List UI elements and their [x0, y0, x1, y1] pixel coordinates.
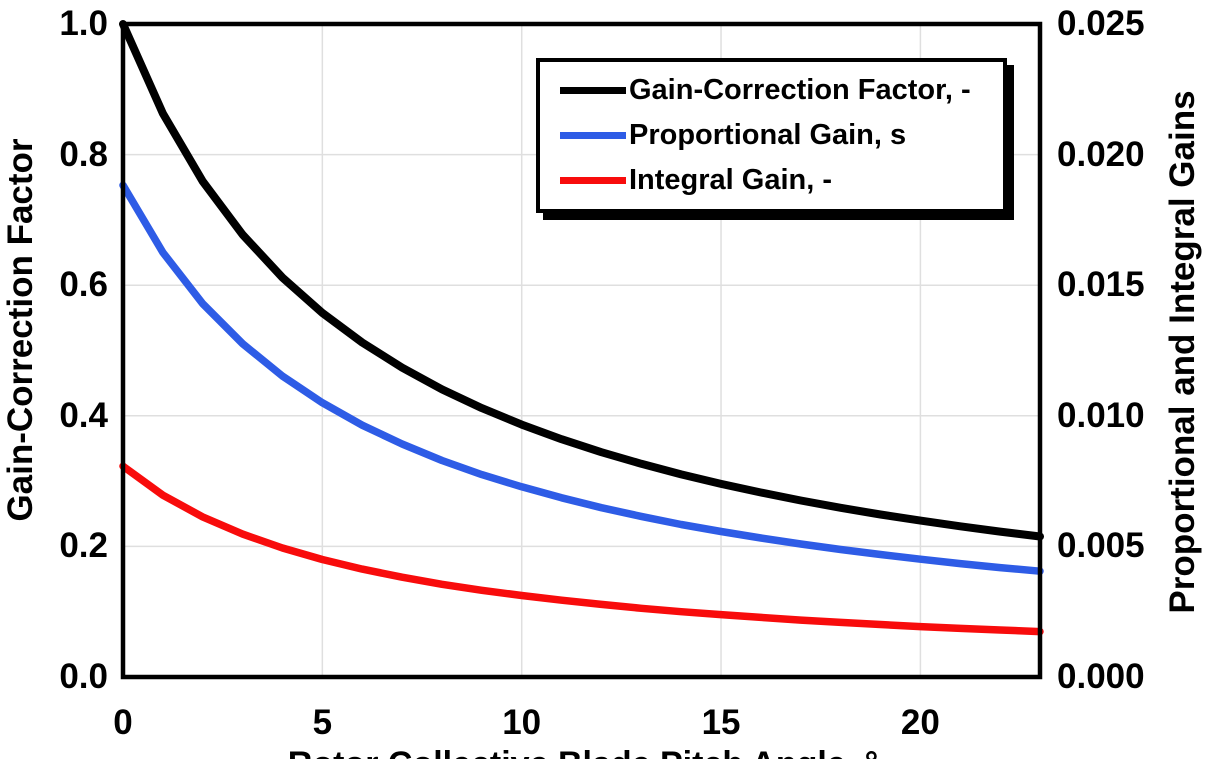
tick-label: 0.2	[59, 526, 108, 566]
tick-label: 0.005	[1057, 526, 1145, 566]
tick-label: 0.025	[1057, 4, 1145, 43]
legend-entry: Integral Gain, -	[560, 164, 997, 197]
legend-line-sample-red	[560, 177, 626, 184]
legend-label: Proportional Gain, s	[629, 119, 907, 151]
plot-frame	[120, 21, 1043, 680]
legend-label: Integral Gain, -	[629, 164, 833, 196]
tick-label: 0	[113, 703, 133, 742]
tick-label: 10	[502, 703, 542, 742]
legend-line-sample-black	[560, 87, 626, 94]
series-line	[119, 181, 1044, 575]
tick-label: 0.4	[59, 395, 108, 435]
tick-label: 0.6	[59, 265, 108, 305]
chart-legend: Gain-Correction Factor, - Proportional G…	[536, 58, 1007, 213]
tick-label: 20	[900, 703, 940, 742]
x-axis-title: Rotor Collective Blade Pitch Angle, °	[288, 745, 878, 759]
tick-label: 0.8	[59, 134, 108, 174]
legend-label: Gain-Correction Factor, -	[629, 74, 971, 106]
legend-line-sample-blue	[560, 132, 626, 139]
tick-label: 0.000	[1057, 657, 1145, 696]
tick-label: 0.020	[1057, 134, 1145, 174]
tick-label: 0.010	[1057, 395, 1145, 435]
legend-entry: Proportional Gain, s	[560, 119, 997, 152]
legend-entry: Gain-Correction Factor, -	[560, 74, 997, 107]
tick-label: 0.0	[59, 657, 108, 696]
tick-label: 0.015	[1057, 265, 1145, 305]
y-axis-right-title: Proportional and Integral Gains	[1163, 90, 1202, 614]
y-axis-left-title: Gain-Correction Factor	[1, 138, 40, 522]
series-line	[119, 20, 1044, 541]
tick-label: 15	[701, 703, 741, 742]
tick-label: 1.0	[59, 4, 108, 43]
tick-label: 5	[312, 703, 333, 742]
series-line	[119, 462, 1044, 636]
